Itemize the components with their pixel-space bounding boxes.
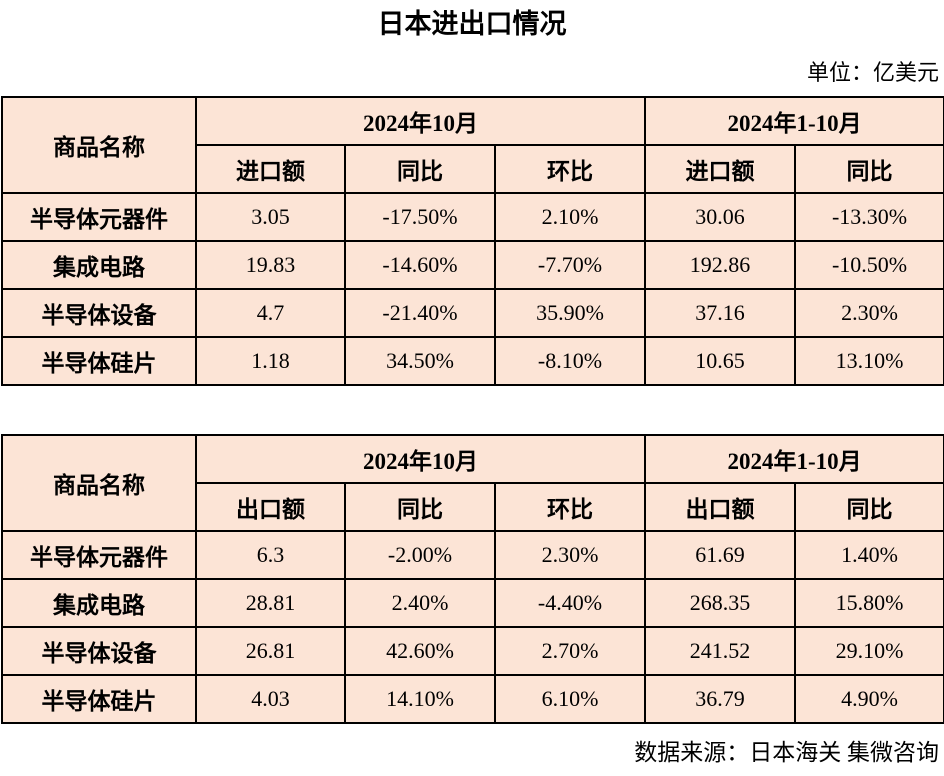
column-header: 进口额: [195, 144, 346, 194]
value-cell: -2.00%: [344, 530, 496, 580]
header-row-periods: 商品名称 2024年10月 2024年1-10月: [1, 96, 944, 194]
product-name-cell: 半导体硅片: [1, 336, 197, 386]
value-cell: 1.40%: [794, 530, 944, 580]
column-header: 环比: [493, 482, 647, 532]
column-header: 进口额: [644, 144, 797, 194]
product-name-cell: 集成电路: [1, 240, 197, 290]
value-cell: 35.90%: [493, 288, 647, 338]
value-cell: 61.69: [644, 530, 797, 580]
table-row: 半导体硅片 4.03 14.10% 6.10% 36.79 4.90%: [1, 674, 944, 724]
value-cell: 241.52: [644, 626, 797, 676]
value-cell: 37.16: [644, 288, 797, 338]
value-cell: 15.80%: [794, 578, 944, 628]
value-cell: 19.83: [195, 240, 346, 290]
value-cell: 2.10%: [493, 192, 647, 242]
value-cell: -4.40%: [493, 578, 647, 628]
product-name-header: 商品名称: [1, 96, 197, 194]
data-source-label: 数据来源：日本海关 集微咨询: [634, 740, 939, 765]
value-cell: -21.40%: [344, 288, 496, 338]
value-cell: 42.60%: [344, 626, 496, 676]
column-header: 同比: [794, 144, 944, 194]
value-cell: 4.7: [195, 288, 346, 338]
column-header: 同比: [344, 144, 496, 194]
value-cell: -8.10%: [493, 336, 647, 386]
value-cell: 36.79: [644, 674, 797, 724]
product-name-cell: 半导体元器件: [1, 530, 197, 580]
value-cell: -13.30%: [794, 192, 944, 242]
value-cell: 34.50%: [344, 336, 496, 386]
import-table: 商品名称 2024年10月 2024年1-10月 进口额 同比 环比 进口额 同比 半导体元器件…: [1, 96, 944, 386]
value-cell: 28.81: [195, 578, 346, 628]
table-row: 集成电路 28.81 2.40% -4.40% 268.35 15.80%: [1, 578, 944, 628]
period-header: 2024年10月: [194, 434, 647, 484]
product-name-cell: 半导体元器件: [1, 192, 197, 242]
value-cell: 2.30%: [493, 530, 647, 580]
unit-label: 单位：亿美元: [806, 60, 939, 85]
value-cell: 268.35: [644, 578, 797, 628]
table-row: 半导体元器件 6.3 -2.00% 2.30% 61.69 1.40%: [1, 530, 944, 580]
value-cell: -7.70%: [493, 240, 647, 290]
table-row: 半导体设备 26.81 42.60% 2.70% 241.52 29.10%: [1, 626, 944, 676]
page: 日本进出口情况 单位：亿美元 商品名称 2024年10月 2024年1-10月 进口额…: [0, 6, 944, 769]
product-name-cell: 半导体硅片: [1, 674, 197, 724]
value-cell: 2.70%: [493, 626, 647, 676]
value-cell: -17.50%: [344, 192, 496, 242]
value-cell: 2.30%: [794, 288, 944, 338]
value-cell: 13.10%: [794, 336, 944, 386]
column-header: 同比: [794, 482, 944, 532]
value-cell: 4.90%: [794, 674, 944, 724]
value-cell: -14.60%: [344, 240, 496, 290]
table-row: 半导体硅片 1.18 34.50% -8.10% 10.65 13.10%: [1, 336, 944, 386]
column-header: 出口额: [644, 482, 797, 532]
product-name-cell: 半导体设备: [1, 288, 197, 338]
product-name-cell: 集成电路: [1, 578, 197, 628]
column-header: 出口额: [195, 482, 346, 532]
value-cell: 3.05: [195, 192, 346, 242]
value-cell: 10.65: [644, 336, 797, 386]
value-cell: 6.3: [195, 530, 346, 580]
product-name-header: 商品名称: [1, 434, 197, 532]
column-header: 同比: [344, 482, 496, 532]
table-row: 半导体元器件 3.05 -17.50% 2.10% 30.06 -13.30%: [1, 192, 944, 242]
period-header: 2024年1-10月: [644, 434, 944, 484]
period-header: 2024年10月: [194, 96, 647, 146]
value-cell: 2.40%: [344, 578, 496, 628]
table-row: 半导体设备 4.7 -21.40% 35.90% 37.16 2.30%: [1, 288, 944, 338]
export-table: 商品名称 2024年10月 2024年1-10月 出口额 同比 环比 出口额 同比 半导体元器件…: [1, 434, 944, 724]
value-cell: 4.03: [195, 674, 346, 724]
value-cell: 30.06: [644, 192, 797, 242]
value-cell: 26.81: [195, 626, 346, 676]
page-title: 日本进出口情况: [377, 9, 567, 39]
value-cell: 192.86: [644, 240, 797, 290]
period-header: 2024年1-10月: [644, 96, 944, 146]
value-cell: -10.50%: [794, 240, 944, 290]
value-cell: 6.10%: [493, 674, 647, 724]
product-name-cell: 半导体设备: [1, 626, 197, 676]
value-cell: 14.10%: [344, 674, 496, 724]
value-cell: 29.10%: [794, 626, 944, 676]
header-row-columns: 进口额 同比 环比 进口额 同比: [2, 144, 944, 194]
value-cell: 1.18: [195, 336, 346, 386]
column-header: 环比: [493, 144, 647, 194]
table-row: 集成电路 19.83 -14.60% -7.70% 192.86 -10.50%: [1, 240, 944, 290]
header-row-columns: 出口额 同比 环比 出口额 同比: [2, 482, 944, 532]
header-row-periods: 商品名称 2024年10月 2024年1-10月: [1, 434, 944, 532]
